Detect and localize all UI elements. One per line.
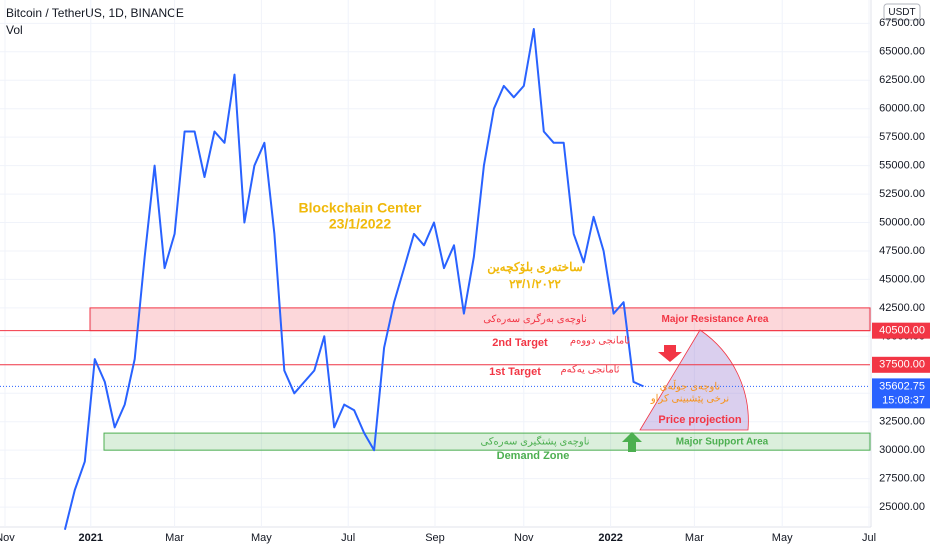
brand: Blockchain Center [299,200,422,216]
last-price-label: 35602.75 [879,380,925,392]
level-label: 37500.00 [879,359,925,371]
brand-date: 23/1/2022 [329,216,391,232]
level-label: 40500.00 [879,325,925,337]
level-badge [872,322,930,339]
y-tick-label: 57500.00 [879,131,925,143]
chart-title: Bitcoin / TetherUS, 1D, BINANCE [6,6,184,20]
projection-local-2: نرخی پێشبینی کراو [650,394,729,405]
up-arrow [622,432,642,452]
x-tick-label: Mar [165,532,184,544]
projection-wedge [639,329,749,431]
first-target-local: ئامانجی یەکەم [560,365,619,376]
projection-label: Price projection [658,414,741,426]
brand-local: ساختەری بلۆکچەین [487,260,583,275]
y-tick-label: 52500.00 [879,188,925,200]
zone-local-label: ناوچەی پشتگیری سەرەکی [480,435,589,447]
y-tick-label: 55000.00 [879,160,925,172]
x-tick-label: 2022 [598,532,622,544]
subtitle: Vol [6,23,23,37]
price-line [63,28,644,531]
down-arrow [658,345,682,362]
y-tick-label: 60000.00 [879,103,925,115]
x-tick-label: May [251,532,272,544]
demand-zone: Demand Zone [497,450,570,462]
y-tick-label: 32500.00 [879,416,925,428]
second-target: 2nd Target [492,337,548,349]
projection-local-1: ناوچەی جوڵەی [660,380,720,393]
x-tick-label: Nov [0,532,15,544]
y-tick-label: 62500.00 [879,74,925,86]
y-tick-label: 42500.00 [879,302,925,314]
first-target: 1st Target [489,366,541,378]
date-local: ۲۳/۱/۲۰۲۲ [509,277,561,291]
currency-badge[interactable] [883,3,921,21]
x-tick-label: 2021 [79,532,103,544]
last-price-badge [872,378,930,409]
x-tick-label: Jul [341,532,355,544]
zone-label: Major Support Area [676,436,769,447]
y-tick-label: 47500.00 [879,245,925,257]
y-tick-label: 67500.00 [879,17,925,29]
y-tick-label: 65000.00 [879,46,925,58]
zone-local-label: ناوچەی بەرگری سەرەکی [483,313,587,325]
y-tick-label: 45000.00 [879,273,925,285]
zone-label: Major Resistance Area [662,314,769,325]
level-badge [872,356,930,373]
x-tick-label: Mar [685,532,704,544]
x-tick-label: Nov [514,532,534,544]
zone [103,432,871,451]
y-tick-label: 50000.00 [879,216,925,228]
currency: USDT [888,7,915,18]
x-tick-label: May [772,532,793,544]
y-tick-label: 30000.00 [879,444,925,456]
y-tick-label: 27500.00 [879,473,925,485]
countdown: 15:08:37 [882,394,925,406]
y-tick-label: 25000.00 [879,501,925,513]
second-target-local: ئامانجی دووەم [570,336,630,347]
x-tick-label: Sep [425,532,445,544]
x-tick-label: Jul [862,532,876,544]
